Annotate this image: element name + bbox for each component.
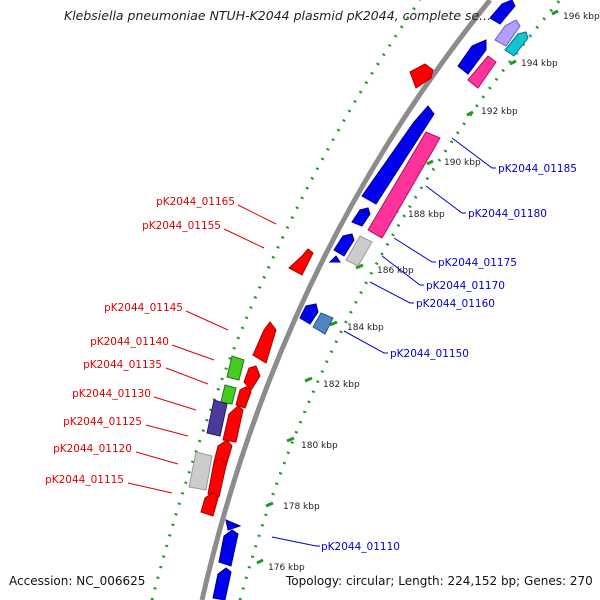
topology-text: Topology: circular; Length: 224,152 bp; …: [286, 574, 593, 588]
gene-label: pK2044_01150: [390, 348, 469, 360]
gene-arrow-pk2044-01175: [333, 233, 355, 257]
gene-label: pK2044_01160: [416, 298, 495, 310]
kbp-label: 196 kbp: [563, 12, 600, 22]
gene-arrow-green-1: [226, 355, 245, 381]
gene-arrow-pk2044-01135: [235, 385, 252, 409]
kbp-label: 188 kbp: [408, 210, 445, 220]
gene-arrow-pk2044-01185: [361, 105, 435, 205]
kbp-label: 180 kbp: [301, 441, 338, 451]
inner-strand-genes: [212, 0, 529, 600]
gene-label: pK2044_01180: [468, 208, 547, 220]
gene-label: pK2044_01135: [83, 359, 162, 371]
gene-label: pK2044_01170: [426, 280, 505, 292]
outer-strand-genes: [188, 63, 434, 517]
accession-text: Accession: NC_006625: [9, 574, 146, 588]
gene-arrow-blue-194: [457, 39, 487, 75]
gene-label: pK2044_01125: [63, 416, 142, 428]
gene-arrow-pk2044-01110-b: [218, 529, 239, 567]
gene-arrow-top-purple: [494, 19, 521, 47]
gene-label: pK2044_01165: [156, 196, 235, 208]
gene-arrow-pk2044-01170: [345, 235, 373, 267]
gene-arrow-pk2044-01150: [312, 312, 334, 335]
gene-labels: pK2044_01165 pK2044_01155 pK2044_01145 pK20…: [45, 163, 577, 553]
gene-arrow-green-2: [220, 384, 237, 405]
gene-label: pK2044_01140: [90, 336, 169, 348]
kbp-label: 194 kbp: [521, 59, 558, 69]
gene-arrow: [409, 63, 434, 89]
kbp-label: 184 kbp: [347, 323, 384, 333]
kbp-labels: 176 kbp 178 kbp 180 kbp 182 kbp 184 kbp 186 k…: [268, 12, 600, 573]
gene-arrow-pk2044-01130: [222, 405, 244, 443]
kbp-label: 178 kbp: [283, 502, 320, 512]
gene-label: pK2044_01175: [438, 257, 517, 269]
gene-arrow-pk2044-01180: [367, 131, 441, 239]
kbp-label: 186 kbp: [377, 266, 414, 276]
gene-label: pK2044_01155: [142, 220, 221, 232]
gene-label: pK2044_01120: [53, 443, 132, 455]
gene-arrow-pk2044-01110-a: [225, 519, 242, 531]
gene-arrow-blue-small: [351, 207, 371, 227]
gene-arrow-blue-185: [299, 303, 319, 325]
gene-arrow-pk2044-01145: [252, 321, 277, 364]
kbp-label: 182 kbp: [323, 380, 360, 390]
gene-arrow-gray-1: [188, 451, 213, 491]
gene-label: pK2044_01110: [321, 541, 400, 553]
gene-arrow-pk2044-01110-c: [212, 567, 232, 600]
gene-arrow-pk2044-01160: [328, 255, 341, 263]
gene-label: pK2044_01115: [45, 474, 124, 486]
gene-arrow-pk2044-01115: [200, 491, 219, 517]
gene-arrow-top-blue: [489, 0, 516, 25]
gene-arrow-pink-194: [467, 55, 497, 89]
gene-arrow-top-cyan: [504, 31, 529, 57]
gene-label: pK2044_01185: [498, 163, 577, 175]
kbp-label: 192 kbp: [481, 107, 518, 117]
kbp-ticks: [256, 9, 559, 565]
backbone: [199, 0, 492, 600]
right-leader-lines: [271, 137, 496, 547]
gene-arrow-pk2044-01165: [288, 248, 314, 276]
gene-label: pK2044_01145: [104, 302, 183, 314]
gene-label: pK2044_01130: [72, 388, 151, 400]
gene-arrow-purple: [206, 399, 228, 437]
left-leader-lines: [127, 204, 277, 494]
map-title: Klebsiella pneumoniae NTUH-K2044 plasmid…: [64, 8, 492, 23]
kbp-label: 176 kbp: [268, 563, 305, 573]
kbp-label: 190 kbp: [444, 158, 481, 168]
